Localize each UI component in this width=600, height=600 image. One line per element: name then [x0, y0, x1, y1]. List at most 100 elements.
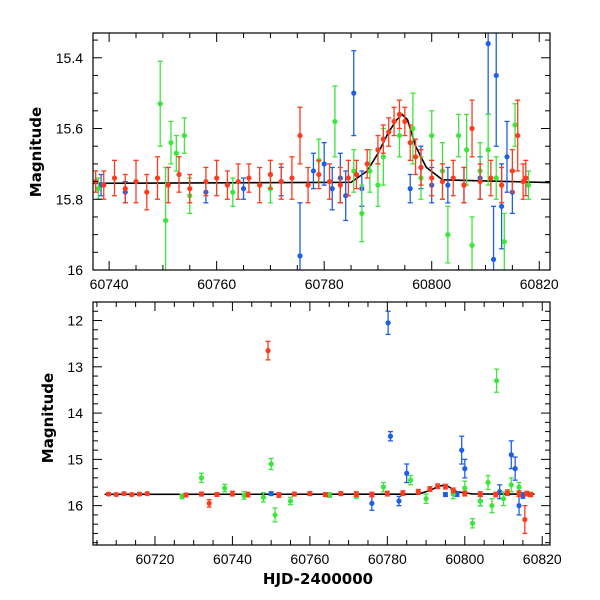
top-green-marker: [456, 132, 462, 139]
top-red-point: [412, 138, 419, 176]
top-blue-point: [297, 202, 303, 270]
top-red-marker: [523, 175, 529, 181]
bottom-blue-point: [454, 491, 460, 498]
bottom-red-marker: [183, 492, 189, 498]
top-green-marker: [429, 132, 435, 139]
top-blue-marker: [504, 154, 510, 160]
top-blue-marker: [445, 182, 451, 188]
top-red-marker: [380, 136, 386, 142]
top-red-marker: [224, 182, 231, 188]
top-red-marker: [407, 140, 413, 146]
top-red-marker: [246, 175, 252, 181]
bottom-blue-point: [516, 495, 522, 516]
bottom-red-point: [477, 491, 483, 498]
bottom-x-tick-label: 60720: [135, 551, 174, 567]
bottom-blue-point: [462, 458, 468, 479]
top-blue-point: [493, 33, 499, 147]
top-green-point: [351, 149, 357, 193]
top-blue-point: [329, 166, 335, 211]
bottom-red-point: [427, 486, 433, 492]
bottom-red-marker: [229, 491, 236, 497]
bottom-blue-marker: [454, 491, 460, 497]
bottom-y-tick-label: 12: [67, 313, 83, 329]
top-red-point: [111, 159, 118, 197]
top-red-point: [520, 163, 526, 200]
top-green-point: [493, 156, 499, 200]
top-green-marker: [485, 147, 491, 153]
bottom-green-marker: [222, 485, 228, 491]
top-red-marker: [305, 182, 311, 188]
bottom-red-marker: [435, 483, 441, 489]
top-green-marker: [512, 122, 518, 128]
top-red-point: [469, 99, 475, 158]
top-red-marker: [326, 178, 333, 185]
top-green-point: [429, 110, 435, 161]
top-green-marker: [173, 150, 179, 156]
top-red-point: [509, 149, 515, 193]
bottom-red-point: [229, 490, 236, 497]
top-red-point: [246, 163, 252, 193]
bottom-red-marker: [338, 491, 344, 497]
top-red-point: [203, 166, 209, 197]
top-green-point: [230, 177, 236, 207]
bottom-green-point: [485, 474, 491, 491]
top-green-point: [168, 120, 174, 165]
top-y-tick-label: 15.6: [56, 121, 83, 137]
top-red-marker: [111, 175, 118, 181]
top-blue-point: [240, 177, 247, 200]
bottom-red-marker: [427, 486, 433, 492]
top-blue-point: [490, 205, 497, 270]
top-red-point: [450, 159, 456, 197]
top-red-marker: [214, 175, 220, 181]
top-red-marker: [386, 129, 392, 135]
top-red-point: [165, 166, 171, 204]
top-green-marker: [351, 168, 357, 174]
bottom-blue-point: [442, 491, 449, 498]
bottom-x-tick-label: 60760: [290, 551, 329, 567]
top-red-point: [364, 149, 370, 179]
bottom-red-marker: [516, 491, 522, 497]
bottom-green-point: [272, 507, 278, 523]
bottom-red-point: [121, 491, 127, 497]
bottom-model-curve: [104, 484, 535, 496]
top-green-point: [375, 163, 381, 207]
bottom-plot-frame: [92, 301, 551, 546]
top-red-point: [345, 159, 351, 197]
top-blue-marker: [499, 203, 505, 209]
bottom-red-point: [206, 498, 212, 508]
bottom-red-marker: [214, 491, 220, 498]
top-red-marker: [154, 175, 161, 181]
top-red-point: [224, 170, 231, 200]
bottom-blue-marker: [459, 447, 465, 453]
bottom-red-point: [136, 491, 143, 497]
bottom-green-point: [222, 483, 228, 493]
top-red-point: [267, 159, 274, 190]
top-red-point: [278, 163, 284, 200]
bottom-red-marker: [198, 491, 205, 497]
top-red-point: [235, 163, 241, 200]
top-red-marker: [257, 182, 263, 188]
top-red-marker: [101, 182, 107, 188]
bottom-blue-marker: [268, 491, 274, 497]
bottom-red-marker: [369, 491, 375, 498]
bottom-green-point: [198, 472, 205, 484]
top-green-marker: [168, 140, 174, 146]
top-red-point: [402, 106, 408, 137]
top-red-marker: [488, 175, 494, 181]
bottom-green-marker: [326, 492, 332, 498]
top-red-marker: [353, 171, 360, 178]
bottom-red-marker: [129, 491, 135, 498]
bottom-red-point: [415, 488, 421, 495]
bottom-red-marker: [322, 491, 328, 498]
top-blue-marker: [493, 72, 499, 79]
bottom-red-marker: [291, 491, 297, 497]
top-red-marker: [316, 171, 322, 178]
bottom-blue-point: [385, 310, 391, 336]
top-blue-marker: [343, 193, 349, 199]
bottom-green-marker: [477, 498, 483, 504]
top-blue-point: [343, 170, 349, 222]
top-red-marker: [337, 182, 343, 188]
bottom-blue-marker: [497, 489, 503, 495]
bottom-red-point: [105, 491, 112, 497]
